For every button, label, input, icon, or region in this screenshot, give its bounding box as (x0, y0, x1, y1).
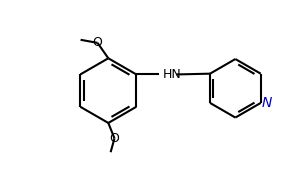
Text: HN: HN (162, 68, 181, 81)
Text: O: O (110, 132, 119, 145)
Text: N: N (261, 96, 272, 110)
Text: O: O (93, 36, 103, 49)
